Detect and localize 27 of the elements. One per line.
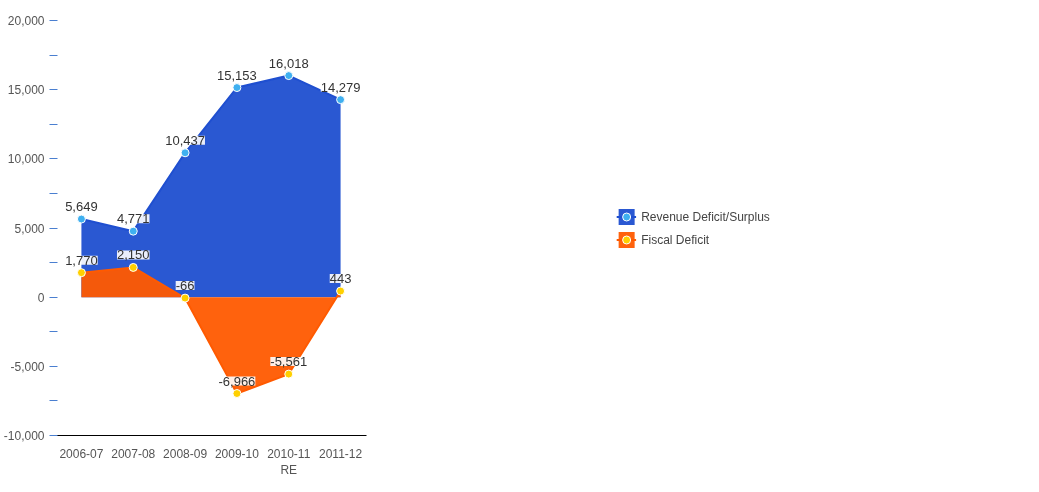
y-tick-label: 10,000 <box>7 152 45 167</box>
data-label: 14,279 <box>320 79 361 95</box>
data-label: -66 <box>175 278 195 294</box>
data-label: -5,561 <box>270 354 308 370</box>
data-label: 4,771 <box>116 211 150 227</box>
data-label: 2,150 <box>116 247 150 263</box>
legend-label: Fiscal Deficit <box>641 232 710 246</box>
data-label: 15,153 <box>217 67 257 83</box>
data-label: 5,649 <box>65 199 98 215</box>
data-label: 16,018 <box>268 55 309 71</box>
y-tick-label: -10,000 <box>3 429 45 443</box>
data-label: -6,966 <box>218 373 256 389</box>
data-label: 443 <box>329 271 352 287</box>
data-label: 1,770 <box>65 252 98 268</box>
x-tick-label: 2007-08 <box>111 446 156 461</box>
x-tick-label: 2011-12 <box>319 446 363 461</box>
y-tick-label: 15,000 <box>7 83 45 98</box>
x-tick-label: 2009-10 <box>214 446 260 461</box>
y-tick-label: 0 <box>37 290 45 305</box>
x-tick-label: 2010-11 RE <box>267 446 311 478</box>
x-tick-label: 2006-07 <box>59 446 104 461</box>
y-tick-label: 5,000 <box>14 221 45 236</box>
y-tick-label: 20,000 <box>7 14 45 28</box>
legend-label: Revenue Deficit/Surplus <box>641 209 770 223</box>
data-label: 10,437 <box>165 132 205 148</box>
y-tick-label: -5,000 <box>10 359 45 374</box>
x-tick-label: 2008-09 <box>163 446 208 461</box>
